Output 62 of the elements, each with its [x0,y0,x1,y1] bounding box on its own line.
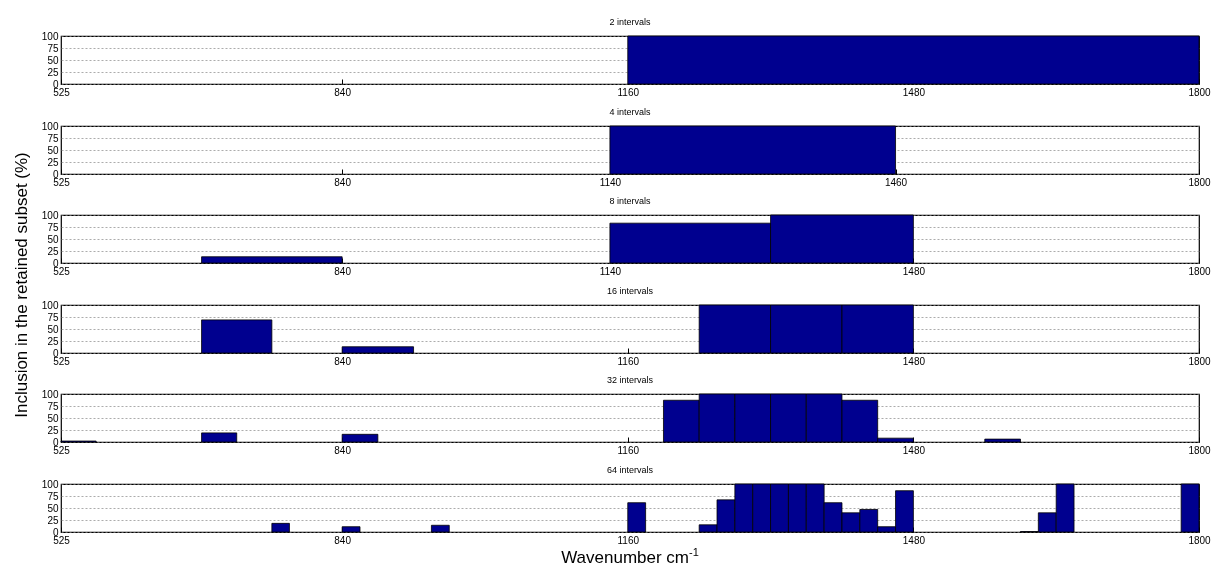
x-tick-label: 1800 [1188,86,1212,98]
y-tick-label: 50 [47,412,59,424]
y-tick-label: 50 [47,144,59,155]
x-tick-label: 840 [334,444,352,456]
x-axis-title: Wavenumber cm$^{-1}$ [561,546,699,568]
y-tick-label: 75 [47,221,59,233]
x-tick-label: 525 [53,355,71,366]
x-tick-label: 1160 [617,444,640,456]
x-tick-label: 1800 [1188,355,1212,366]
y-tick-label: 75 [47,490,59,501]
y-tick-label: 75 [47,132,59,143]
x-tick-label: 1160 [617,86,640,98]
x-tick-label: 840 [334,534,352,545]
x-tick-label: 525 [53,534,71,545]
x-tick-label: 840 [334,86,352,98]
chart-title: 64 intervals [606,464,654,475]
x-tick-label: 1480 [902,444,926,456]
x-tick-label: 1800 [1188,534,1212,545]
y-tick-label: 25 [47,66,59,78]
chart-title: 32 intervals [606,375,654,385]
y-tick-label: 25 [47,424,59,436]
x-tick-label: 1800 [1188,444,1212,456]
y-tick-label: 25 [47,335,59,346]
x-tick-label: 525 [53,176,71,187]
y-tick-label: 100 [41,299,59,310]
y-tick-label: 100 [41,120,59,131]
y-tick-label: 75 [47,42,59,54]
x-tick-label: 1140 [599,265,622,277]
y-tick-label: 100 [41,478,59,489]
x-tick-label: 1160 [617,355,640,366]
y-tick-label: 50 [47,502,59,513]
y-tick-label: 25 [47,514,59,525]
x-tick-label: 840 [334,355,352,366]
y-tick-label: 50 [47,233,59,245]
y-tick-label: 25 [47,156,59,167]
y-tick-label: 0 [52,168,59,179]
y-tick-label: 100 [41,209,59,221]
x-tick-label: 840 [334,176,352,187]
x-tick-label: 1460 [884,176,908,187]
chart-title: 8 intervals [609,196,651,206]
chart-title: 2 intervals [609,17,651,27]
y-tick-label: 50 [47,54,59,66]
x-tick-label: 1140 [599,176,622,187]
y-tick-label: 75 [47,311,59,322]
x-tick-label: 1800 [1188,265,1212,277]
y-axis-title: Inclusion in the retained subset (%) [12,152,32,418]
y-tick-label: 100 [41,388,59,400]
y-tick-label: 100 [41,30,59,42]
x-tick-label: 840 [334,265,352,277]
y-tick-label: 25 [47,245,59,257]
chart-title: 16 intervals [606,285,654,296]
y-tick-label: 75 [47,400,59,412]
y-tick-label: 0 [52,347,59,358]
y-tick-label: 50 [47,323,59,334]
x-tick-label: 1480 [902,534,926,545]
x-tick-label: 1480 [902,265,926,277]
chart-title: 4 intervals [609,106,651,117]
x-tick-label: 1800 [1188,176,1212,187]
x-tick-label: 1480 [902,355,926,366]
x-tick-label: 1160 [617,534,640,545]
x-tick-label: 1480 [902,86,926,98]
y-tick-label: 0 [52,526,59,537]
